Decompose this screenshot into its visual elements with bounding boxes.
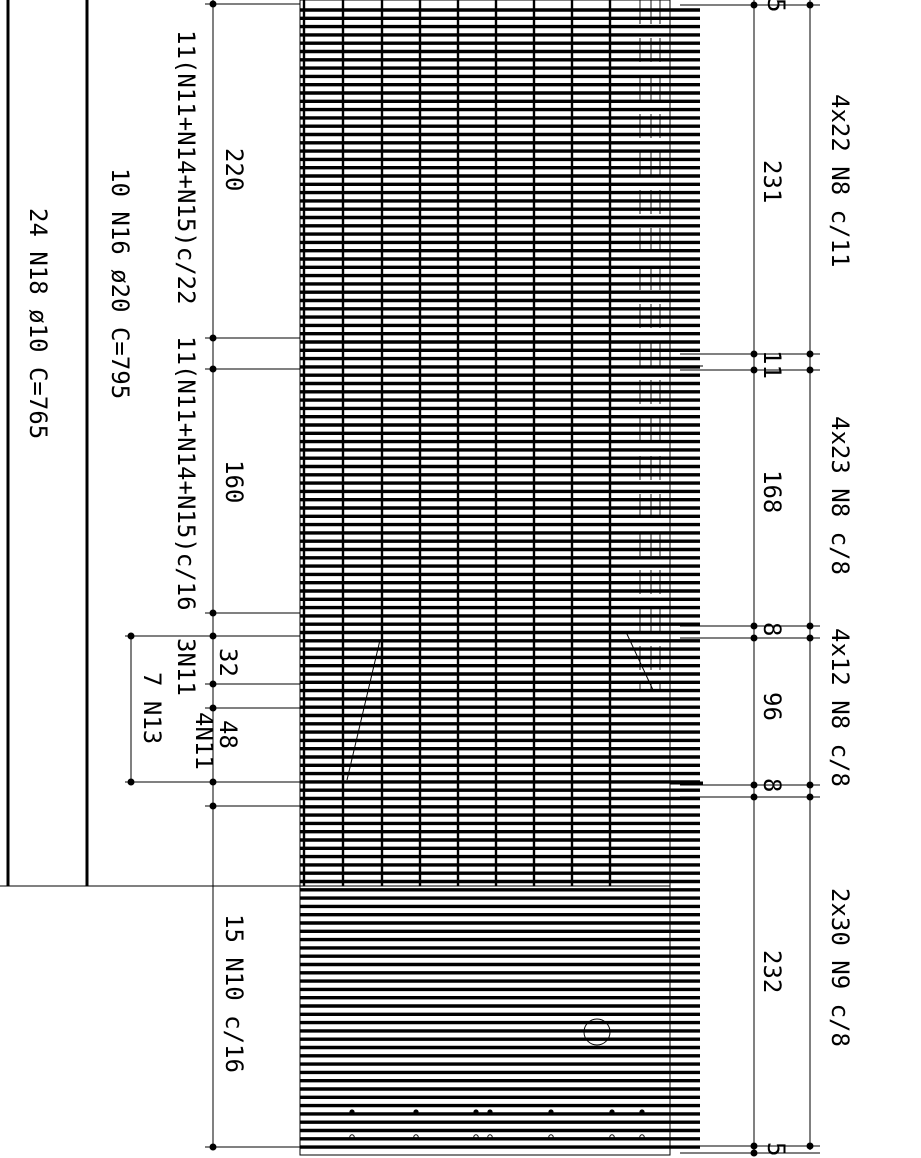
stirrup-bars-4n11: 4N11 — [190, 712, 218, 770]
bar-marker-filled — [413, 1109, 419, 1115]
stirrup-length-48: 48 — [214, 720, 242, 749]
label-n8-c8-lower: 4x12 N8 c/8 — [826, 628, 854, 787]
n10-label: 15 N10 c/16 — [220, 914, 248, 1073]
stirrup-bars-c22: 11(N11+N14+N15)c/22 — [172, 30, 200, 305]
n16-bar-label: 10 N16 ø20 C=795 — [106, 168, 134, 399]
n13-label: 7 N13 — [138, 672, 166, 744]
right-dimension-chain — [680, 0, 820, 1157]
bottom-bar-markers — [349, 1109, 645, 1140]
vertical-bars — [302, 0, 612, 886]
bar-marker-open — [487, 1134, 493, 1140]
dim-top-5: 5 — [762, 0, 790, 12]
reinforcement-panel — [299, 0, 703, 1156]
dim-bottom-5: 5 — [762, 1142, 790, 1156]
bar-marker-filled — [349, 1109, 355, 1115]
dim-11: 11 — [758, 350, 786, 379]
stirrup-bars-c16: 11(N11+N14+N15)c/16 — [172, 336, 200, 611]
dim-231: 231 — [758, 160, 786, 203]
stirrup-length-160: 160 — [220, 460, 248, 503]
stirrup-length-32: 32 — [214, 648, 242, 677]
bar-marker-open — [349, 1134, 355, 1140]
label-n8-c8-upper: 4x23 N8 c/8 — [826, 416, 854, 575]
left-column-lines — [0, 0, 300, 887]
bar-marker-open — [473, 1134, 479, 1140]
dim-8-lower: 8 — [758, 778, 786, 792]
bar-marker-filled — [639, 1109, 645, 1115]
n18-bar-label: 24 N18 ø10 C=765 — [24, 208, 52, 439]
stirrup-dimension-line — [205, 0, 300, 1151]
n13-bracket — [125, 632, 210, 786]
bar-marker-filled — [609, 1109, 615, 1115]
stirrup-bars-3n11: 3N11 — [172, 638, 200, 696]
stirrup-length-220: 220 — [220, 148, 248, 191]
hidden-bar-lines — [342, 0, 670, 781]
label-n8-c11: 4x22 N8 c/11 — [826, 94, 854, 267]
horizontal-bars — [300, 8, 700, 1149]
bar-marker-filled — [473, 1109, 479, 1115]
bar-marker-open — [639, 1134, 645, 1140]
bar-marker-filled — [487, 1109, 493, 1115]
dim-8-upper: 8 — [758, 622, 786, 636]
label-n9-c8: 2x30 N9 c/8 — [826, 888, 854, 1047]
bar-marker-open — [413, 1134, 419, 1140]
bar-marker-open — [609, 1134, 615, 1140]
bar-marker-open — [548, 1134, 554, 1140]
dim-168: 168 — [758, 470, 786, 513]
dim-232: 232 — [758, 950, 786, 993]
bar-marker-filled — [548, 1109, 554, 1115]
dim-96: 96 — [758, 692, 786, 721]
